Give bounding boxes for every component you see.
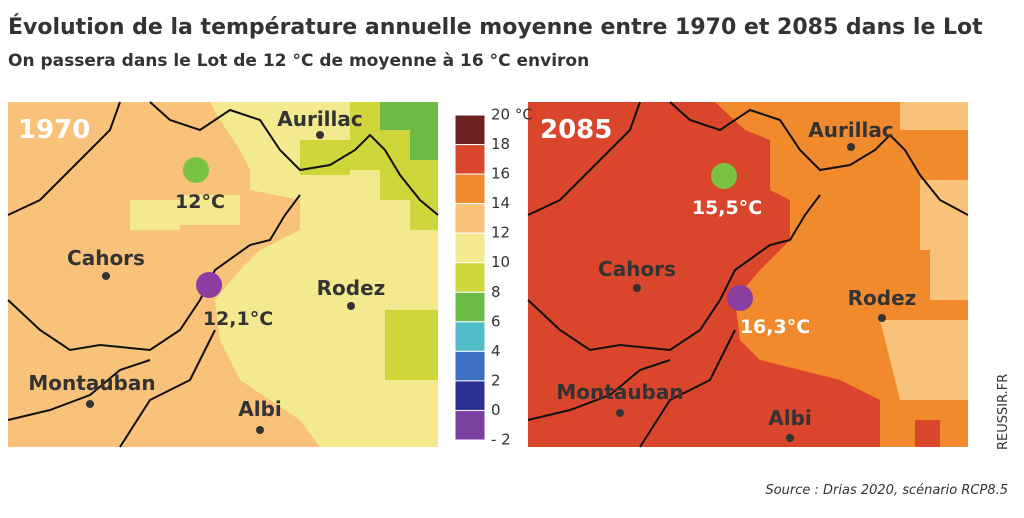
map-2085 xyxy=(527,101,969,448)
source: Source : Drias 2020, scénario RCP8.5 xyxy=(765,483,1008,498)
legend-label: 6 xyxy=(491,312,501,330)
legend-swatch xyxy=(454,409,486,441)
city-label: Montauban xyxy=(556,380,683,404)
legend: 20 °C 18 16 14 12 10 8 6 4 2 0 - 2 xyxy=(454,106,533,449)
point-label: 16,3°C xyxy=(740,316,810,338)
city-dot xyxy=(256,426,264,434)
legend-label: 0 xyxy=(491,401,501,419)
cities-2085: Aurillac Cahors Rodez Montauban Albi 15,… xyxy=(556,118,916,442)
city-label: Albi xyxy=(768,406,812,430)
city-dot xyxy=(616,409,624,417)
city-dot xyxy=(102,272,110,280)
legend-label: 2 xyxy=(491,371,501,389)
point-label: 15,5°C xyxy=(692,197,762,219)
legend-label: 4 xyxy=(491,342,501,360)
legend-swatch xyxy=(454,173,486,205)
point xyxy=(711,163,737,189)
point xyxy=(727,285,753,311)
legend-label: 20 °C xyxy=(491,106,533,124)
map-1970 xyxy=(7,101,439,448)
legend-label: 8 xyxy=(491,283,501,301)
border xyxy=(527,101,969,448)
legend-label: 16 xyxy=(491,165,510,183)
map-label: 2085 xyxy=(540,115,612,145)
point-label: 12°C xyxy=(175,191,225,213)
city-dot xyxy=(633,284,641,292)
city-dot xyxy=(316,131,324,139)
city-dot xyxy=(878,314,886,322)
city-dot xyxy=(847,143,855,151)
zone xyxy=(915,420,940,447)
point xyxy=(183,157,209,183)
legend-swatch xyxy=(454,232,486,264)
legend-swatch xyxy=(454,350,486,382)
city-dot xyxy=(86,400,94,408)
legend-swatch xyxy=(454,262,486,293)
point-label: 12,1°C xyxy=(203,308,273,330)
city-label: Aurillac xyxy=(808,118,894,142)
legend-label: 14 xyxy=(491,194,510,212)
city-label: Rodez xyxy=(317,276,386,300)
city-dot xyxy=(347,302,355,310)
border xyxy=(7,101,439,448)
zone xyxy=(880,102,968,400)
city-dot xyxy=(786,434,794,442)
city-label: Cahors xyxy=(598,257,676,281)
map-label: 1970 xyxy=(18,115,90,145)
legend-label: 18 xyxy=(491,135,510,153)
subtitle: On passera dans le Lot de 12 °C de moyen… xyxy=(8,51,589,71)
zone xyxy=(380,102,438,160)
zone xyxy=(130,195,240,230)
legend-label: 10 xyxy=(491,253,510,271)
legend-swatch xyxy=(454,380,486,411)
city-label: Rodez xyxy=(848,286,917,310)
city-label: Aurillac xyxy=(277,107,363,131)
legend-swatch xyxy=(454,203,486,234)
legend-swatch xyxy=(454,144,486,175)
zone xyxy=(300,140,438,380)
point xyxy=(196,272,222,298)
title: Évolution de la température annuelle moy… xyxy=(8,14,983,40)
legend-swatch xyxy=(454,321,486,352)
legend-swatch xyxy=(454,291,486,323)
city-label: Cahors xyxy=(67,246,145,270)
legend-swatch xyxy=(454,114,486,146)
legend-label: 12 xyxy=(491,224,510,242)
city-label: Montauban xyxy=(28,371,155,395)
cities-1970: Aurillac Cahors Rodez Montauban Albi 12°… xyxy=(28,107,385,434)
legend-label: - 2 xyxy=(491,431,511,449)
credit: REUSSIR.FR xyxy=(996,374,1011,450)
city-label: Albi xyxy=(238,397,282,421)
